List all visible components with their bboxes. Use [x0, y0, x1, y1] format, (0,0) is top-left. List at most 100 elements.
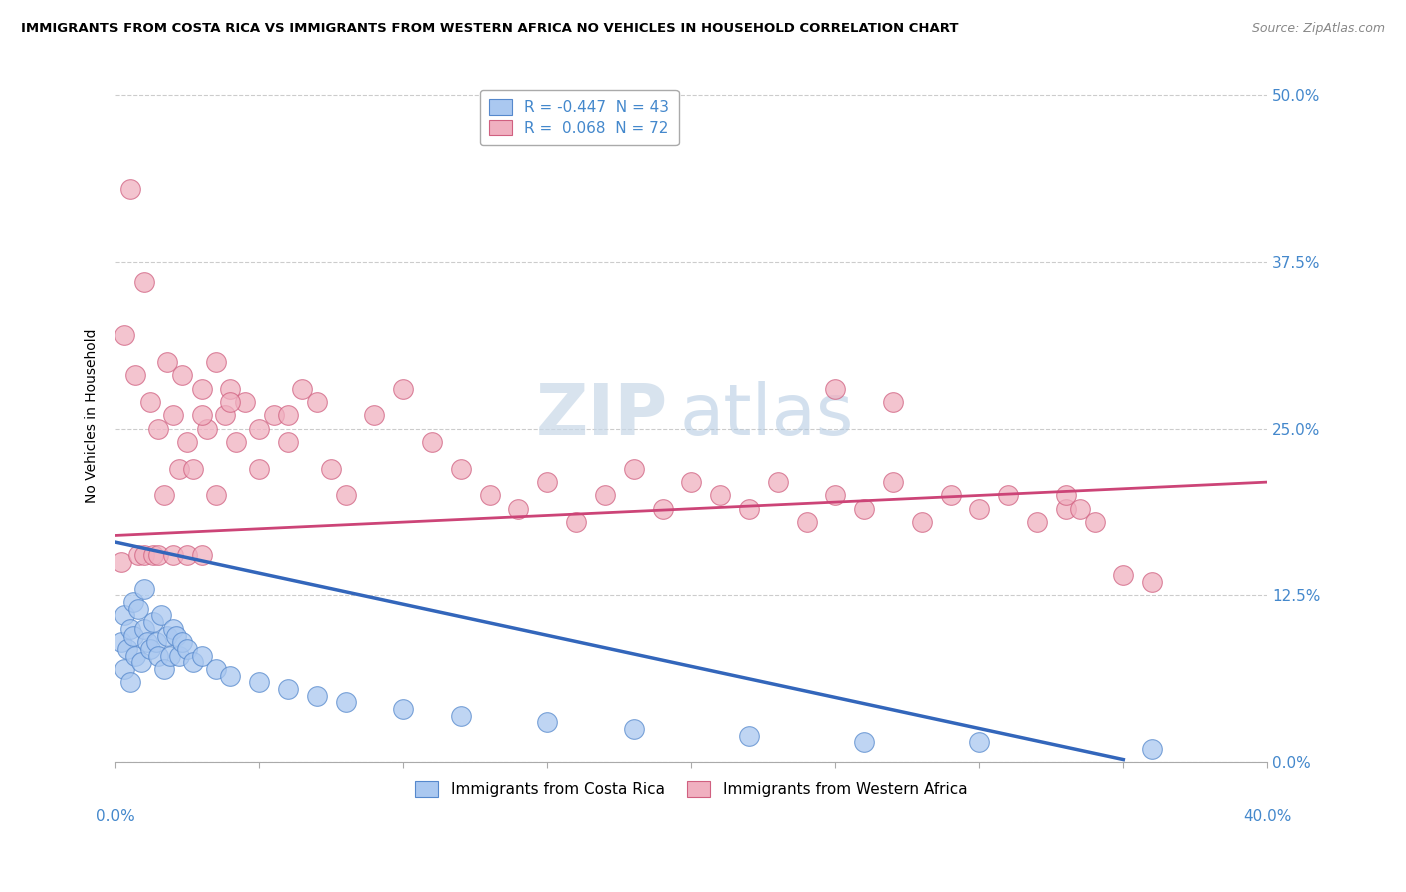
- Point: [127, 549, 149, 563]
- Point: [291, 382, 314, 396]
- Point: [225, 435, 247, 450]
- Point: [709, 488, 731, 502]
- Point: [181, 462, 204, 476]
- Point: [824, 488, 846, 502]
- Point: [205, 488, 228, 502]
- Point: [112, 608, 135, 623]
- Point: [132, 549, 155, 563]
- Point: [305, 395, 328, 409]
- Point: [156, 628, 179, 642]
- Point: [1054, 501, 1077, 516]
- Point: [112, 662, 135, 676]
- Point: [508, 501, 530, 516]
- Point: [190, 409, 212, 423]
- Point: [136, 635, 159, 649]
- Point: [969, 501, 991, 516]
- Point: [651, 501, 673, 516]
- Point: [176, 549, 198, 563]
- Point: [150, 608, 173, 623]
- Point: [124, 368, 146, 383]
- Point: [1054, 488, 1077, 502]
- Point: [162, 622, 184, 636]
- Point: [335, 488, 357, 502]
- Point: [110, 555, 132, 569]
- Point: [165, 628, 187, 642]
- Point: [219, 382, 242, 396]
- Point: [115, 641, 138, 656]
- Point: [1140, 575, 1163, 590]
- Point: [142, 615, 165, 630]
- Text: 0.0%: 0.0%: [96, 809, 135, 824]
- Point: [233, 395, 256, 409]
- Point: [139, 395, 162, 409]
- Point: [796, 515, 818, 529]
- Point: [132, 582, 155, 596]
- Y-axis label: No Vehicles in Household: No Vehicles in Household: [86, 328, 100, 502]
- Point: [205, 355, 228, 369]
- Point: [681, 475, 703, 489]
- Point: [148, 422, 170, 436]
- Point: [997, 488, 1019, 502]
- Point: [305, 689, 328, 703]
- Point: [335, 695, 357, 709]
- Point: [392, 702, 415, 716]
- Point: [969, 735, 991, 749]
- Point: [478, 488, 501, 502]
- Point: [118, 622, 141, 636]
- Point: [132, 622, 155, 636]
- Point: [132, 275, 155, 289]
- Text: atlas: atlas: [679, 381, 855, 450]
- Point: [205, 662, 228, 676]
- Point: [219, 668, 242, 682]
- Point: [247, 422, 270, 436]
- Point: [853, 735, 876, 749]
- Point: [121, 628, 143, 642]
- Point: [142, 549, 165, 563]
- Point: [277, 435, 299, 450]
- Text: 40.0%: 40.0%: [1243, 809, 1292, 824]
- Point: [738, 501, 761, 516]
- Point: [219, 395, 242, 409]
- Point: [112, 328, 135, 343]
- Point: [1112, 568, 1135, 582]
- Point: [124, 648, 146, 663]
- Point: [450, 708, 472, 723]
- Point: [176, 641, 198, 656]
- Point: [162, 549, 184, 563]
- Point: [536, 475, 558, 489]
- Point: [148, 648, 170, 663]
- Point: [159, 648, 181, 663]
- Point: [738, 729, 761, 743]
- Point: [1069, 501, 1091, 516]
- Point: [170, 635, 193, 649]
- Point: [167, 648, 190, 663]
- Point: [623, 462, 645, 476]
- Point: [882, 475, 904, 489]
- Point: [148, 549, 170, 563]
- Point: [127, 602, 149, 616]
- Point: [156, 355, 179, 369]
- Point: [190, 382, 212, 396]
- Text: IMMIGRANTS FROM COSTA RICA VS IMMIGRANTS FROM WESTERN AFRICA NO VEHICLES IN HOUS: IMMIGRANTS FROM COSTA RICA VS IMMIGRANTS…: [21, 22, 959, 36]
- Point: [167, 462, 190, 476]
- Point: [247, 675, 270, 690]
- Point: [118, 675, 141, 690]
- Point: [593, 488, 616, 502]
- Point: [121, 595, 143, 609]
- Point: [170, 368, 193, 383]
- Point: [153, 488, 176, 502]
- Point: [1140, 742, 1163, 756]
- Point: [882, 395, 904, 409]
- Text: Source: ZipAtlas.com: Source: ZipAtlas.com: [1251, 22, 1385, 36]
- Point: [450, 462, 472, 476]
- Point: [1026, 515, 1049, 529]
- Point: [181, 655, 204, 669]
- Point: [939, 488, 962, 502]
- Point: [911, 515, 934, 529]
- Point: [766, 475, 789, 489]
- Point: [277, 409, 299, 423]
- Point: [139, 641, 162, 656]
- Point: [321, 462, 343, 476]
- Legend: Immigrants from Costa Rica, Immigrants from Western Africa: Immigrants from Costa Rica, Immigrants f…: [409, 775, 973, 803]
- Point: [190, 549, 212, 563]
